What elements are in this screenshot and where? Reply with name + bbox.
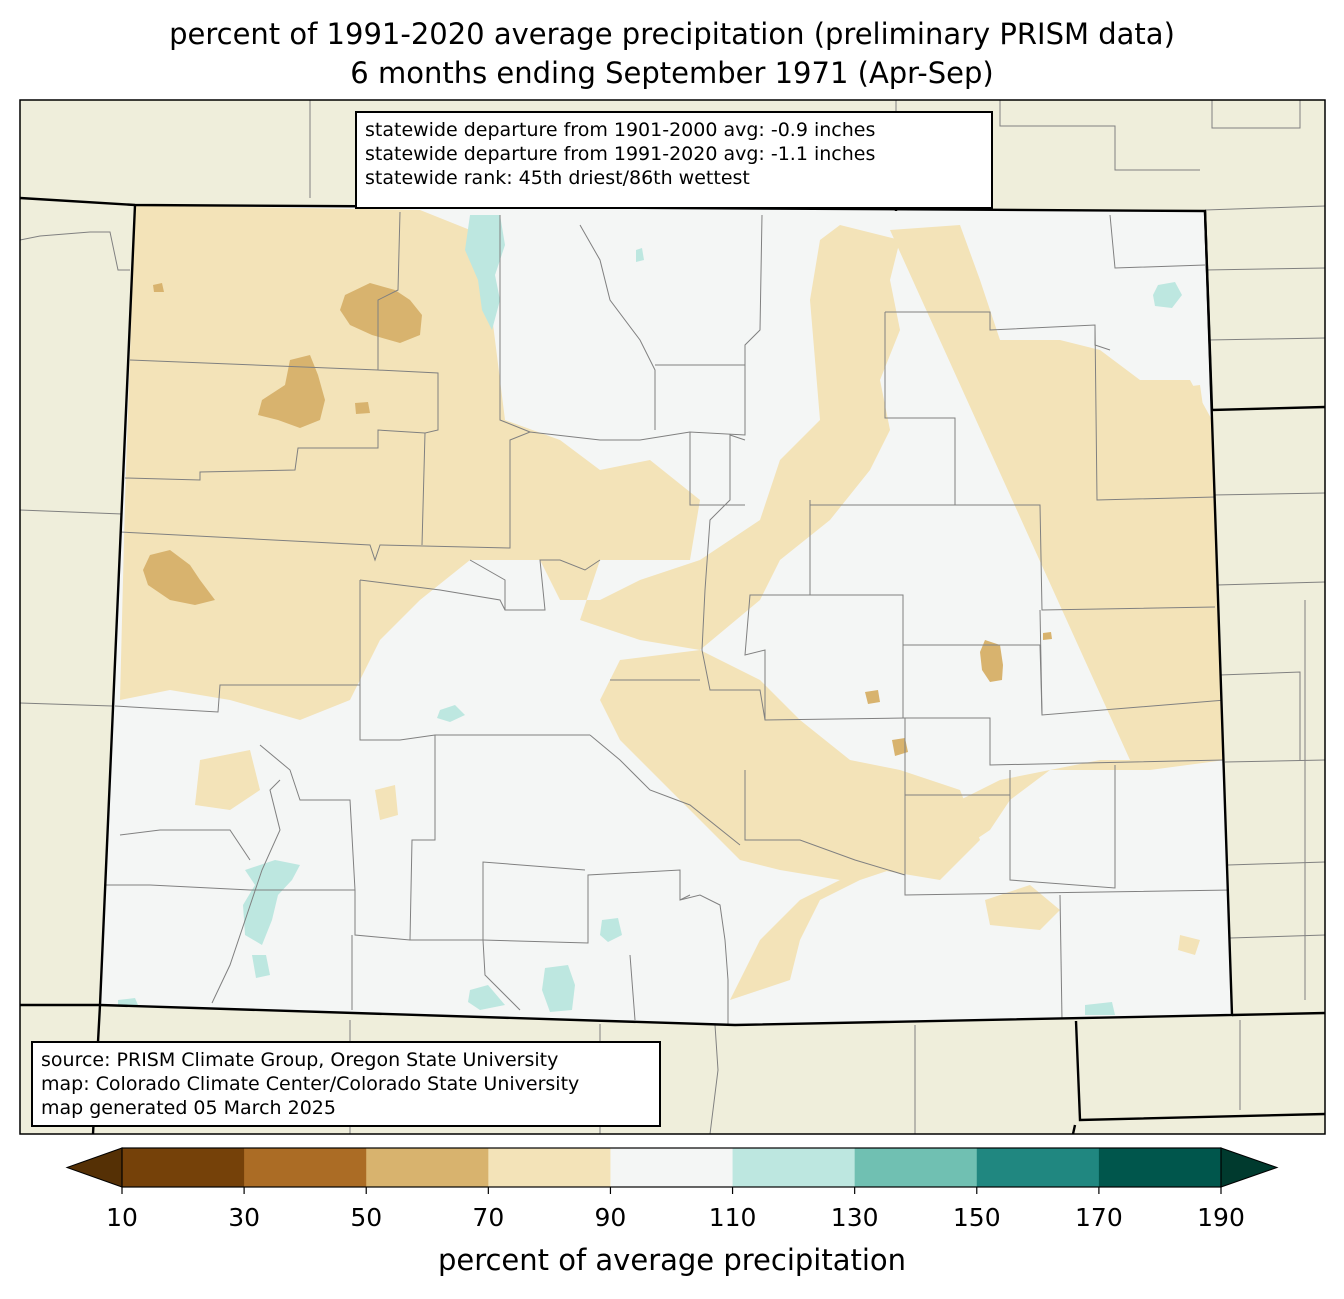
source-line: source: PRISM Climate Group, Oregon Stat… bbox=[41, 1049, 559, 1071]
colorbar-bin-110-130 bbox=[732, 1148, 856, 1187]
colorbar-tick-label: 10 bbox=[106, 1203, 138, 1232]
colorbar-tick-label: 190 bbox=[1197, 1203, 1245, 1232]
colorbar-tick-label: 70 bbox=[472, 1203, 505, 1232]
colorbar-bin-170-190 bbox=[1098, 1148, 1222, 1187]
colorbar-bin-90-110 bbox=[610, 1148, 734, 1187]
map-subtitle: 6 months ending September 1971 (Apr-Sep) bbox=[350, 56, 994, 90]
colorbar-tick-label: 90 bbox=[594, 1203, 627, 1232]
stats-departure-1991: statewide departure from 1991-2020 avg: … bbox=[365, 143, 876, 165]
colorbar-outline bbox=[121, 1147, 1222, 1188]
colorbar bbox=[65, 1147, 1279, 1194]
colorbar-under-arrow bbox=[65, 1147, 123, 1188]
colorbar-tick-label: 110 bbox=[708, 1203, 757, 1232]
generated-date-line: map generated 05 March 2025 bbox=[41, 1097, 336, 1119]
colorbar-bin-10-30 bbox=[122, 1148, 245, 1187]
colorbar-bin-70-90 bbox=[488, 1148, 611, 1187]
statewide-stats-box: statewide departure from 1901-2000 avg: … bbox=[355, 111, 993, 209]
map-frame bbox=[19, 99, 1326, 1135]
colorbar-tick-label: 150 bbox=[952, 1203, 1001, 1232]
colorbar-tick-label: 30 bbox=[228, 1203, 261, 1232]
source-box: source: PRISM Climate Group, Oregon Stat… bbox=[31, 1041, 661, 1127]
colorbar-tick-label: 170 bbox=[1075, 1203, 1123, 1232]
colorbar-label: percent of average precipitation bbox=[437, 1243, 907, 1277]
map-credit-line: map: Colorado Climate Center/Colorado St… bbox=[41, 1073, 580, 1095]
colorbar-bin-130-150 bbox=[854, 1148, 978, 1187]
colorbar-tick-label: 130 bbox=[830, 1203, 879, 1232]
colorbar-over-arrow bbox=[1220, 1147, 1279, 1188]
map-title: percent of 1991-2020 average precipitati… bbox=[169, 17, 1175, 51]
stats-departure-1901: statewide departure from 1901-2000 avg: … bbox=[365, 119, 876, 141]
colorbar-bin-150-170 bbox=[976, 1148, 1100, 1187]
colorbar-bin-50-70 bbox=[366, 1148, 489, 1187]
stats-rank: statewide rank: 45th driest/86th wettest bbox=[365, 167, 750, 189]
colorbar-bin-30-50 bbox=[244, 1148, 367, 1187]
colorbar-tick-label: 50 bbox=[350, 1203, 383, 1232]
